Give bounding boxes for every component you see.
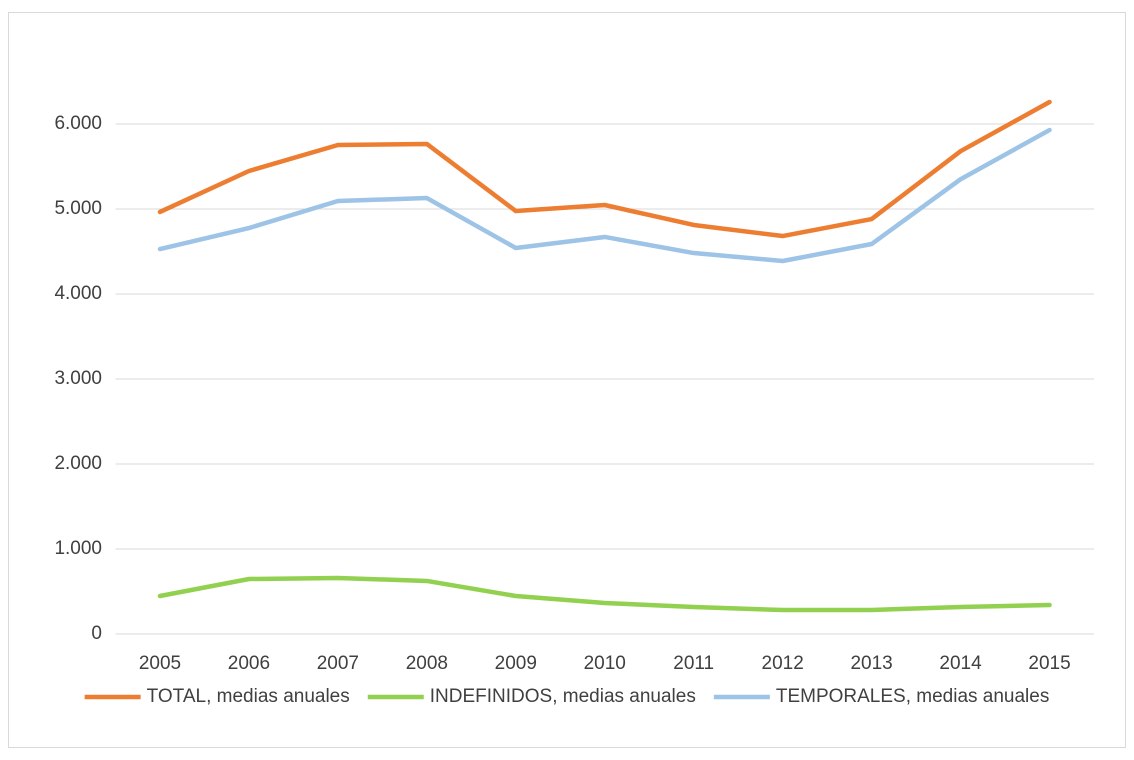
y-tick-label: 3.000 [54,368,102,389]
y-tick-label: 5.000 [54,198,102,219]
y-tick-label: 1.000 [54,538,102,559]
x-tick-label: 2013 [850,653,892,674]
legend-label: INDEFINIDOS, medias anuales [430,686,696,707]
series-line [157,575,1052,613]
y-tick-label: 0 [91,623,102,644]
y-tick-label: 6.000 [54,113,102,134]
x-tick-label: 2010 [584,653,626,674]
x-tick-label: 2015 [1028,653,1070,674]
legend-label: TOTAL, medias anuales [147,686,350,707]
legend-label: TEMPORALES, medias anuales [776,686,1050,707]
x-tick-label: 2006 [228,653,270,674]
x-tick-label: 2014 [939,653,982,674]
x-tick-label: 2011 [673,653,714,674]
y-tick-label: 2.000 [54,453,102,474]
x-tick-label: 2012 [762,653,804,674]
series-line [157,127,1052,264]
y-tick-label: 4.000 [54,283,102,304]
series-line [157,99,1052,239]
x-tick-label: 2007 [317,653,359,674]
x-tick-label: 2009 [495,653,537,674]
chart-border [8,12,1126,748]
x-tick-label: 2005 [139,653,181,674]
x-tick-label: 2008 [406,653,448,674]
